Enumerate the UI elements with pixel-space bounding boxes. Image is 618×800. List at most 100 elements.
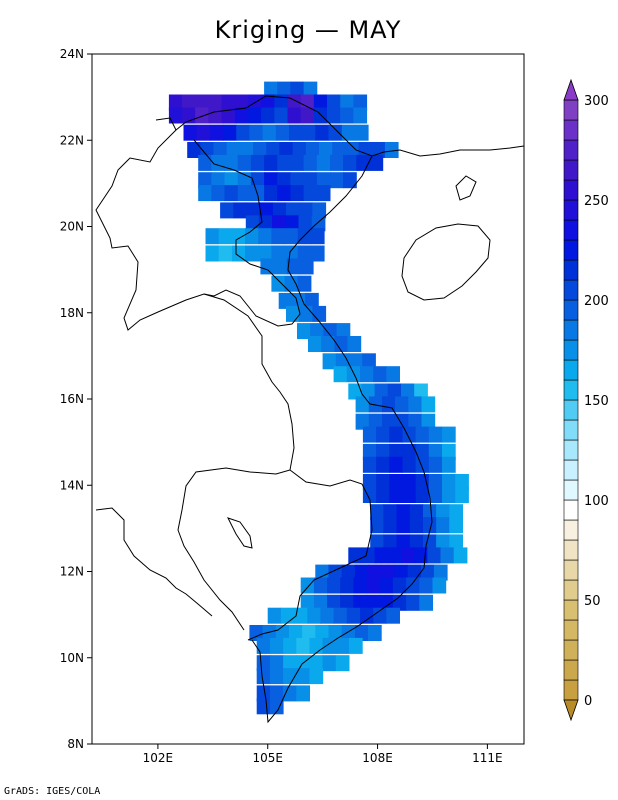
precip-cell bbox=[269, 685, 284, 702]
precip-cell bbox=[361, 547, 376, 564]
precip-cell bbox=[330, 172, 344, 189]
precip-cell bbox=[340, 577, 354, 594]
precip-cell bbox=[290, 81, 305, 98]
colorbar-segment bbox=[563, 519, 579, 541]
precip-cell bbox=[402, 443, 417, 460]
precip-cell bbox=[198, 185, 212, 202]
precip-cell bbox=[312, 202, 327, 219]
colorbar-tick-label: 0 bbox=[584, 694, 592, 709]
precip-cell bbox=[256, 637, 271, 654]
precip-cell bbox=[395, 413, 409, 430]
precip-cell bbox=[294, 607, 308, 624]
precip-cell bbox=[358, 142, 373, 158]
precip-cell bbox=[408, 396, 422, 413]
precip-cell bbox=[264, 81, 278, 98]
precip-cell bbox=[258, 215, 273, 232]
precip-cell bbox=[271, 245, 286, 262]
gulf-islands bbox=[227, 175, 477, 549]
precip-cell bbox=[354, 124, 369, 141]
precip-cell bbox=[211, 172, 225, 189]
precip-cell bbox=[296, 668, 310, 685]
precip-cell bbox=[361, 383, 376, 400]
precip-cell bbox=[316, 185, 331, 202]
colorbar-tick-label: 300 bbox=[584, 94, 609, 109]
precip-cell bbox=[376, 487, 390, 503]
precip-cell bbox=[355, 396, 370, 413]
precip-cell bbox=[335, 637, 350, 654]
precip-cell bbox=[271, 275, 286, 292]
precip-cell bbox=[348, 383, 362, 400]
precip-cell bbox=[267, 607, 282, 624]
precip-cell bbox=[231, 245, 246, 262]
precip-cell bbox=[368, 625, 382, 641]
precip-cell bbox=[415, 456, 430, 473]
precip-cell bbox=[261, 94, 275, 111]
precip-cell bbox=[420, 564, 435, 581]
precip-cell bbox=[373, 607, 387, 624]
precip-cell bbox=[296, 685, 310, 702]
precip-cell bbox=[305, 142, 320, 158]
precip-cell bbox=[433, 564, 448, 581]
precip-cell bbox=[296, 637, 310, 654]
precip-cell bbox=[313, 107, 328, 124]
precip-cell bbox=[409, 504, 424, 521]
precip-cell bbox=[300, 107, 315, 124]
colorbar-segment bbox=[563, 679, 579, 701]
precip-cell bbox=[387, 547, 402, 564]
precip-cell bbox=[299, 258, 314, 275]
lon-tick-label: 105E bbox=[252, 751, 283, 765]
precip-cell bbox=[187, 142, 201, 158]
precip-cell bbox=[327, 577, 341, 594]
precip-cell bbox=[389, 443, 403, 460]
precip-cell bbox=[436, 517, 450, 534]
precip-cell bbox=[259, 202, 274, 219]
precip-cell bbox=[309, 655, 324, 672]
precip-cell bbox=[440, 547, 455, 564]
colorbar-tick-label: 100 bbox=[584, 494, 609, 509]
precip-cell bbox=[371, 142, 386, 158]
precip-cell bbox=[310, 245, 325, 262]
hainan-island bbox=[401, 223, 491, 301]
precip-cell bbox=[356, 154, 370, 171]
precip-cell bbox=[353, 107, 368, 124]
precip-cell bbox=[449, 504, 463, 521]
precip-cell bbox=[442, 426, 456, 443]
precip-cell bbox=[374, 547, 389, 564]
precip-cell bbox=[414, 383, 428, 400]
thailand-border bbox=[95, 507, 213, 617]
precip-cell bbox=[223, 124, 237, 141]
colorbar-segment bbox=[563, 159, 579, 181]
precip-cell bbox=[374, 383, 389, 400]
precip-cell bbox=[389, 426, 403, 443]
precip-cell bbox=[283, 655, 297, 672]
precip-cell bbox=[224, 172, 239, 189]
map-title: Kriging — MAY bbox=[214, 16, 402, 44]
precip-cell bbox=[354, 564, 369, 581]
colorbar-segment bbox=[563, 579, 579, 601]
precip-cell bbox=[305, 292, 319, 309]
precip-cell bbox=[423, 517, 437, 534]
colorbar-segment bbox=[563, 279, 579, 301]
colorbar-tick-label: 200 bbox=[584, 294, 609, 309]
colorbar-segment bbox=[563, 439, 579, 461]
colorbar-segment bbox=[563, 499, 579, 521]
precip-cell bbox=[168, 107, 183, 124]
precip-cell bbox=[233, 202, 247, 219]
colorbar-segment bbox=[563, 639, 579, 661]
precip-cell bbox=[408, 413, 422, 430]
precip-cell bbox=[234, 94, 249, 111]
precip-cell bbox=[321, 336, 335, 352]
precip-cell bbox=[246, 202, 261, 219]
precip-cell bbox=[231, 228, 246, 245]
precip-cell bbox=[386, 366, 400, 383]
precip-cell bbox=[310, 228, 325, 245]
precip-cell bbox=[322, 353, 337, 370]
precip-cell bbox=[297, 245, 312, 262]
precip-cell bbox=[362, 474, 377, 490]
precip-cell bbox=[436, 504, 450, 521]
precip-cell bbox=[313, 594, 328, 611]
colorbar-tick-label: 250 bbox=[584, 194, 609, 209]
precip-cell bbox=[354, 625, 369, 641]
colorbar-segment bbox=[563, 619, 579, 641]
precip-cell bbox=[258, 228, 272, 245]
